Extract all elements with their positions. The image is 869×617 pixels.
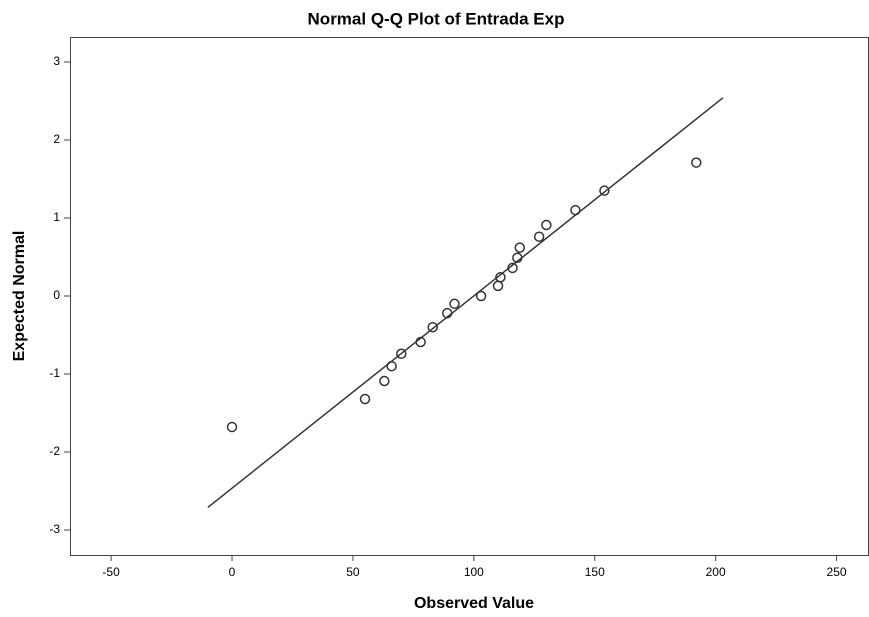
point bbox=[226, 421, 238, 433]
point bbox=[514, 242, 526, 253]
point bbox=[475, 290, 487, 302]
point bbox=[359, 393, 371, 405]
chart-title: Normal Q-Q Plot of Entrada Exp bbox=[308, 9, 565, 28]
point bbox=[427, 321, 438, 333]
point bbox=[599, 185, 610, 196]
x-axis-label: Observed Value bbox=[414, 595, 534, 612]
x-tick-label: -50 bbox=[102, 565, 120, 579]
x-tick-label: 100 bbox=[464, 565, 484, 579]
x-tick-label: 200 bbox=[706, 565, 726, 579]
point bbox=[541, 219, 552, 231]
point bbox=[492, 280, 504, 292]
point bbox=[396, 348, 407, 359]
fit-line bbox=[207, 97, 724, 509]
point bbox=[415, 336, 426, 348]
y-tick-label: 2 bbox=[53, 132, 60, 146]
x-tick-label: 250 bbox=[827, 565, 847, 579]
x-tick-label: 150 bbox=[585, 565, 605, 579]
point bbox=[533, 231, 545, 242]
point bbox=[449, 298, 460, 310]
y-axis-label: Expected Normal bbox=[11, 231, 28, 362]
y-tick-label: -1 bbox=[49, 366, 60, 380]
y-tick-label: -2 bbox=[49, 444, 60, 458]
point bbox=[512, 252, 523, 264]
y-tick-label: 1 bbox=[53, 210, 60, 224]
point bbox=[495, 272, 506, 283]
y-tick-label: -3 bbox=[49, 522, 60, 536]
point bbox=[379, 375, 390, 387]
y-tick-label: 0 bbox=[53, 288, 60, 302]
x-tick-label: 50 bbox=[346, 565, 360, 579]
plot-frame bbox=[70, 37, 869, 556]
point bbox=[441, 307, 453, 319]
point bbox=[386, 360, 397, 372]
point bbox=[507, 262, 518, 274]
point bbox=[691, 157, 702, 168]
y-tick-label: 3 bbox=[53, 54, 60, 68]
x-tick-label: 0 bbox=[229, 565, 236, 579]
point bbox=[570, 204, 581, 216]
